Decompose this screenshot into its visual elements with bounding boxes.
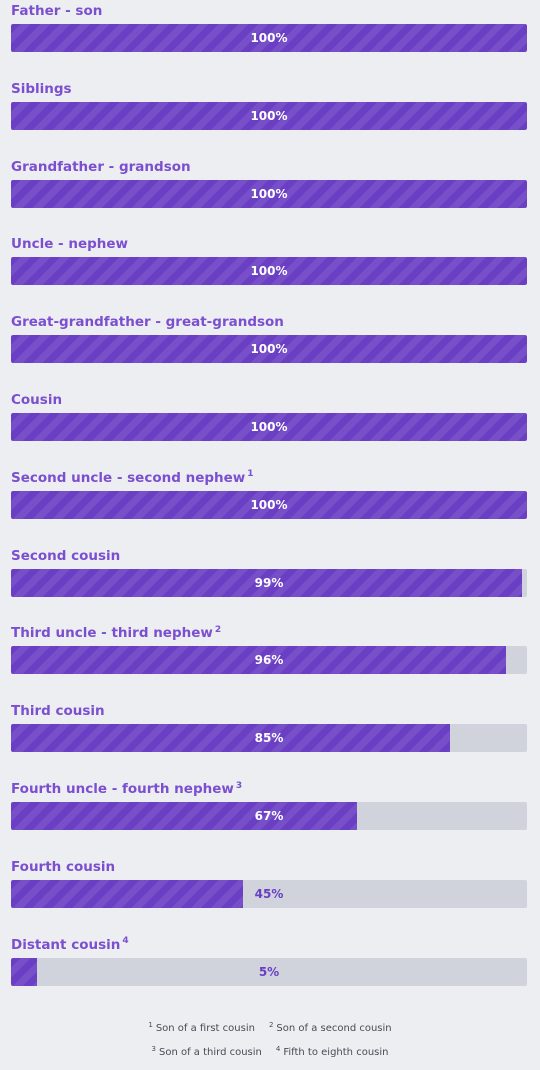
bar-fill [11, 568, 522, 597]
category-label-text: Great-grandfather - great-grandson [11, 314, 284, 331]
bar-fill [11, 335, 527, 364]
category-label: Great-grandfather - great-grandson [11, 313, 284, 331]
bar-value-label: 100% [250, 108, 288, 123]
bar-fill [11, 257, 527, 286]
bar-value-label: 100% [250, 31, 288, 45]
category-label-text: Fourth uncle - fourth nephew [11, 781, 234, 797]
footnote-marker: 2 [268, 1020, 274, 1029]
bar-value-label: 85% [254, 731, 284, 746]
footnote-ref: 3 [235, 780, 243, 791]
footnote-marker: 4 [275, 1044, 281, 1053]
category-label: Fourth uncle - fourth nephew 3 [11, 780, 242, 798]
bar-fill [11, 24, 527, 52]
footnote-text: Son of a third cousin [158, 1047, 262, 1058]
category-label-text: Distant cousin [11, 936, 121, 953]
bar-fill [11, 413, 527, 441]
bar-fill [11, 646, 506, 675]
footnotes: 1 Son of a first cousin 2 Son of a second … [0, 1020, 540, 1068]
category-label: Second cousin [11, 547, 120, 565]
bar-fill [11, 879, 243, 908]
category-label-text: Grandfather - grandson [11, 158, 191, 175]
bar-track: 100% [11, 257, 527, 286]
bar-fill [11, 490, 527, 519]
category-label: Siblings [11, 80, 72, 98]
category-label-text: Fourth cousin [11, 858, 116, 875]
bar-value-label: 100% [250, 497, 288, 512]
bar-track: 96% [11, 646, 527, 675]
category-label-text: Father - son [11, 3, 103, 19]
bar-value-label: 99% [254, 575, 284, 590]
bar-value-label: 67% [254, 809, 284, 823]
bar-track: 100% [11, 24, 527, 52]
category-label-text: Siblings [11, 80, 72, 97]
footnote-ref: 1 [247, 469, 254, 480]
bar-track: 5% [11, 957, 527, 986]
bar-value-label: 100% [250, 264, 288, 279]
category-label: Cousin [11, 391, 62, 409]
bar-track: 100% [11, 413, 527, 441]
category-label-text: Third uncle - third nephew [11, 625, 213, 642]
footnote-ref: 2 [214, 624, 222, 635]
category-label-text: Uncle - nephew [11, 236, 129, 253]
bar-fill [11, 101, 527, 130]
bar-fill [11, 179, 527, 208]
footnote-2: 2 Son of a second cousin [269, 1020, 392, 1044]
category-label: Grandfather - grandson [11, 158, 191, 176]
bar-track: 100% [11, 179, 527, 208]
bar-fill [11, 802, 357, 830]
bar-track: 99% [11, 568, 527, 597]
category-label: Uncle - nephew [11, 235, 128, 253]
bar-fill [11, 724, 450, 753]
bar-value-label: 100% [250, 186, 288, 201]
category-label-text: Third cousin [11, 703, 105, 720]
bar-track: 45% [11, 879, 527, 908]
bar-track: 100% [11, 101, 527, 130]
footnote-text: Son of a first cousin [155, 1023, 255, 1034]
footnote-line-2: 3 Son of a third cousin 4 Fifth to eighth … [0, 1044, 540, 1068]
bar-value-label: 100% [250, 420, 288, 434]
bar-track: 100% [11, 490, 527, 519]
category-label: Fourth cousin [11, 858, 115, 876]
category-label: Third uncle - third nephew 2 [11, 624, 221, 642]
bar-track: 85% [11, 724, 527, 753]
footnote-text: Fifth to eighth cousin [283, 1047, 389, 1058]
footnote-4: 4 Fifth to eighth cousin [276, 1044, 389, 1068]
bar-value-label: 5% [258, 964, 280, 979]
category-label-text: Second uncle - second nephew [11, 469, 246, 486]
bar-track: 67% [11, 802, 527, 830]
footnote-marker: 1 [148, 1020, 153, 1029]
category-label: Father - son [11, 2, 102, 20]
bar-value-label: 96% [254, 653, 284, 668]
bar-fill [11, 957, 37, 986]
footnote-ref: 4 [122, 936, 129, 947]
footnote-3: 3 Son of a third cousin [152, 1044, 262, 1068]
category-label: Second uncle - second nephew 1 [11, 469, 254, 487]
bar-track: 100% [11, 335, 527, 364]
footnote-text: Son of a second cousin [276, 1023, 392, 1034]
category-label-text: Second cousin [11, 547, 121, 564]
footnote-marker: 3 [151, 1044, 156, 1053]
bar-value-label: 45% [254, 886, 284, 901]
bar-value-label: 100% [250, 342, 288, 357]
footnote-line-1: 1 Son of a first cousin 2 Son of a second … [0, 1020, 540, 1044]
category-label: Distant cousin 4 [11, 936, 129, 954]
footnote-1: 1 Son of a first cousin [148, 1020, 255, 1044]
category-label-text: Cousin [11, 392, 63, 408]
category-label: Third cousin [11, 702, 105, 720]
